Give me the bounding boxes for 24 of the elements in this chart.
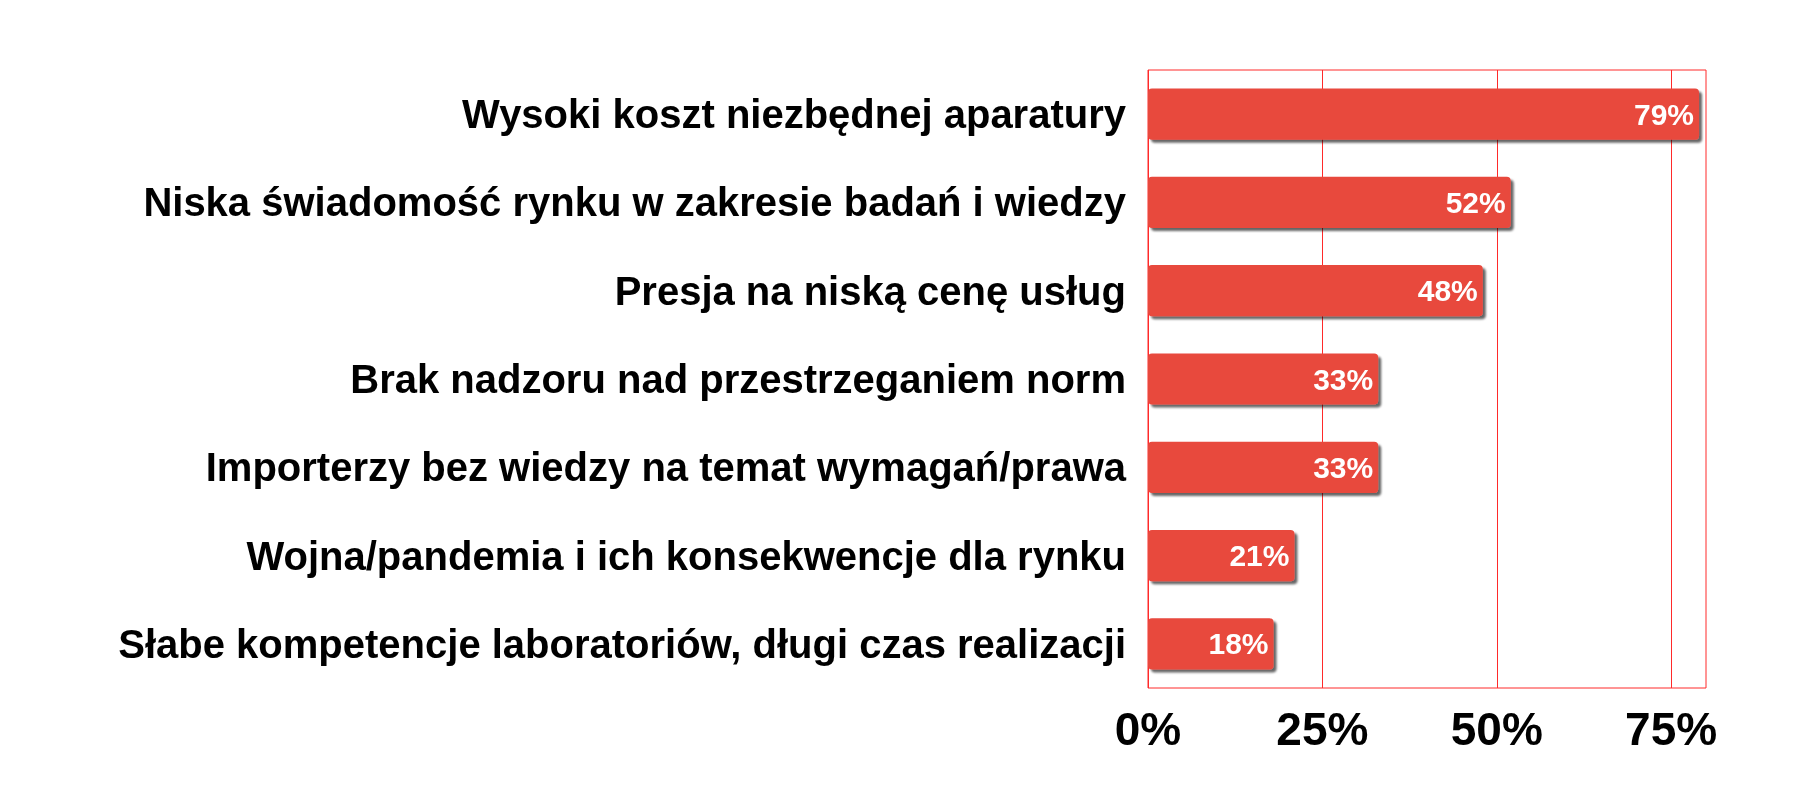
x-tick-label: 75% xyxy=(1625,703,1718,755)
data-label: 18% xyxy=(1208,627,1269,661)
bar xyxy=(1148,88,1700,140)
y-tick-label: Niska świadomość rynku w zakresie badań i wiedzy xyxy=(143,180,1127,225)
data-label: 79% xyxy=(1633,97,1695,131)
data-label: 52% xyxy=(1445,185,1506,219)
bar xyxy=(1148,441,1379,493)
y-tick-label: Słabe kompetencje laboratoriów, długi czas realizacji xyxy=(118,621,1126,666)
y-tick-label: Importerzy bez wiedzy na temat wymagań/prawa xyxy=(205,445,1127,490)
y-tick-label: Wysoki koszt niezbędnej aparatury xyxy=(462,92,1127,137)
x-tick-label: 50% xyxy=(1450,703,1543,755)
x-tick-label: 25% xyxy=(1276,703,1369,755)
data-label: 48% xyxy=(1417,274,1478,308)
bar xyxy=(1148,176,1511,229)
bar xyxy=(1148,353,1379,405)
x-tick-label: 0% xyxy=(1114,703,1182,755)
data-label: 33% xyxy=(1313,450,1374,484)
data-label: 21% xyxy=(1229,539,1290,573)
y-tick-label: Brak nadzoru nad przestrzeganiem norm xyxy=(350,357,1126,401)
y-tick-label: Presja na niską cenę usług xyxy=(614,268,1126,313)
bar xyxy=(1148,529,1295,582)
y-tick-label: Wojna/pandemia i ich konsekwencje dla rynku xyxy=(246,533,1126,578)
bar xyxy=(1148,265,1483,317)
data-label: 33% xyxy=(1313,362,1374,396)
